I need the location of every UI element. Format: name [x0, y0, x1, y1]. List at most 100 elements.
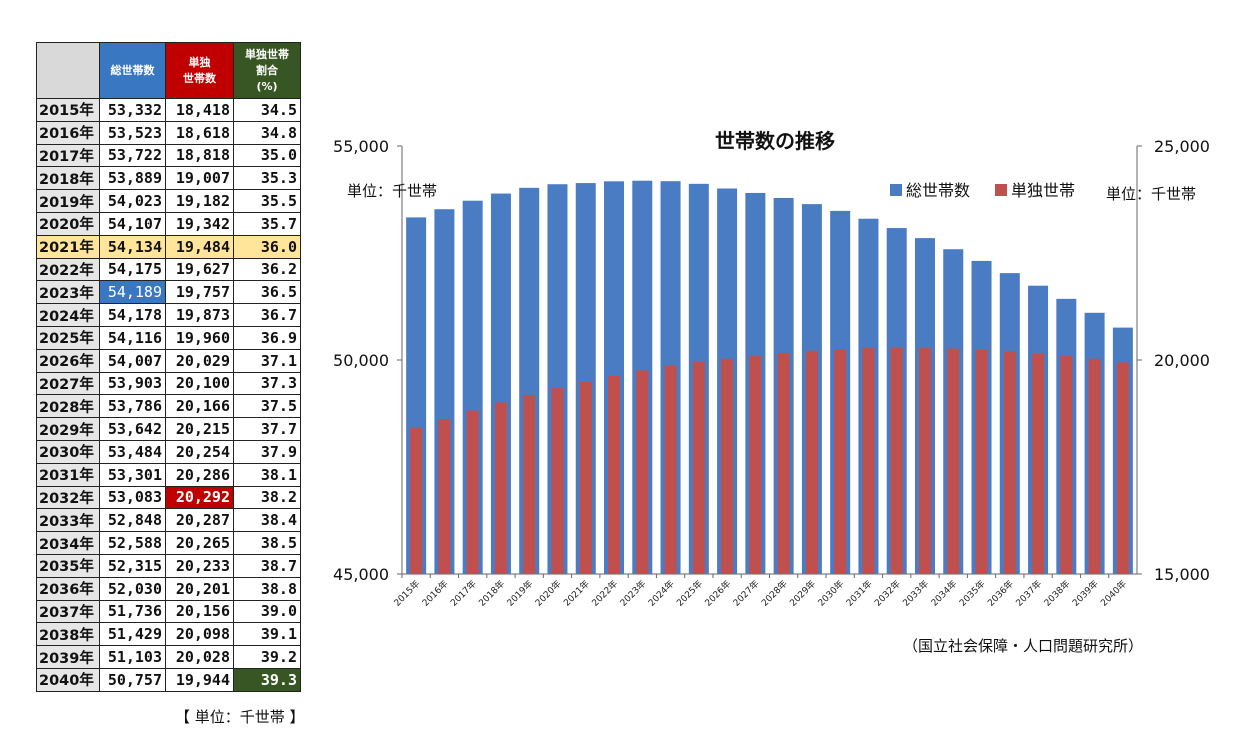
year-cell: 2024年: [36, 303, 100, 327]
bar-single: [636, 370, 649, 574]
table-row: 2034年 52,588 20,265 38.5: [36, 531, 301, 555]
year-cell: 2017年: [36, 143, 100, 168]
total-cell: 53,786: [99, 394, 166, 419]
x-tick-label: 2040年: [1098, 578, 1129, 609]
bar-single: [721, 358, 734, 574]
year-cell: 2029年: [36, 417, 100, 441]
header-single-households: 単独 世帯数: [165, 42, 234, 99]
x-axis-labels: 2015年2016年2017年2018年2019年2020年2021年2022年…: [391, 574, 1129, 609]
bar-single: [975, 350, 988, 574]
household-table: 総世帯数 単独 世帯数 単独世帯 割合 (%) 2015年 53,332 18,41…: [36, 42, 301, 692]
left-tick-label: 50,000: [333, 351, 389, 370]
total-cell: 54,175: [99, 257, 166, 282]
table-row: 2027年 53,903 20,100 37.3: [36, 371, 301, 396]
x-tick-label: 2026年: [702, 578, 733, 609]
total-cell: 53,484: [99, 439, 166, 464]
ratio-cell: 35.0: [233, 143, 301, 168]
total-cell: 53,722: [99, 143, 166, 168]
total-cell: 51,736: [99, 599, 166, 624]
table-row: 2016年 53,523 18,618 34.8: [36, 120, 301, 145]
bar-single: [805, 350, 818, 574]
table-row: 2039年 51,103 20,028 39.2: [36, 645, 301, 669]
table-row: 2037年 51,736 20,156 39.0: [36, 599, 301, 624]
year-cell: 2037年: [36, 599, 100, 624]
total-cell: 52,848: [99, 508, 166, 533]
year-cell: 2022年: [36, 257, 100, 282]
table-row: 2040年 50,757 19,944 39.3: [36, 667, 301, 692]
x-tick-label: 2016年: [419, 578, 450, 609]
single-cell: 20,201: [165, 576, 234, 601]
total-cell: 54,023: [99, 189, 166, 213]
ratio-cell: 38.4: [233, 508, 301, 533]
x-tick-label: 2032年: [872, 578, 903, 609]
header-total-households: 総世帯数: [99, 42, 166, 99]
bar-single: [692, 361, 705, 574]
table-row: 2017年 53,722 18,818 35.0: [36, 143, 301, 168]
x-tick-label: 2033年: [900, 578, 931, 609]
legend-swatch-total: [890, 184, 902, 196]
year-cell: 2016年: [36, 120, 100, 145]
bar-single: [1003, 351, 1016, 574]
total-cell: 50,757: [99, 667, 166, 692]
year-cell: 2033年: [36, 508, 100, 533]
ratio-cell: 34.5: [233, 98, 301, 122]
bar-single: [551, 388, 564, 574]
bar-single: [523, 395, 536, 574]
single-cell: 19,627: [165, 257, 234, 282]
bar-single: [608, 375, 621, 574]
table-row: 2026年 54,007 20,029 37.1: [36, 348, 301, 373]
year-cell: 2030年: [36, 439, 100, 464]
chart-title: 世帯数の推移: [715, 129, 835, 153]
year-cell: 2040年: [36, 667, 100, 692]
year-cell: 2021年: [36, 234, 100, 259]
bar-single: [579, 382, 592, 574]
year-cell: 2035年: [36, 553, 100, 578]
x-tick-label: 2037年: [1013, 578, 1044, 609]
header-ratio-line1: 単独世帯: [245, 47, 289, 61]
total-cell: 52,030: [99, 576, 166, 601]
total-cell: 54,189: [99, 280, 166, 305]
legend-label-total: 総世帯数: [906, 181, 970, 200]
left-tick-label: 55,000: [333, 137, 389, 156]
ratio-cell: 34.8: [233, 120, 301, 145]
single-cell: 20,098: [165, 622, 234, 647]
total-cell: 51,103: [99, 645, 166, 669]
header-single-line2: 世帯数: [183, 71, 216, 85]
year-cell: 2032年: [36, 485, 100, 510]
table-row: 2025年 54,116 19,960 36.9: [36, 325, 301, 350]
total-cell: 52,588: [99, 531, 166, 555]
x-tick-label: 2023年: [617, 578, 648, 609]
table-unit-note: 【 単位：千世帯 】: [175, 708, 305, 726]
table-row: 2029年 53,642 20,215 37.7: [36, 417, 301, 441]
ratio-cell: 39.3: [233, 667, 301, 692]
table-corner-cell: [36, 42, 100, 99]
ratio-cell: 39.2: [233, 645, 301, 669]
total-cell: 54,134: [99, 234, 166, 259]
ratio-cell: 37.3: [233, 371, 301, 396]
x-tick-label: 2031年: [844, 578, 875, 609]
x-tick-label: 2022年: [589, 578, 620, 609]
ratio-cell: 36.9: [233, 325, 301, 350]
x-tick-label: 2015年: [391, 578, 422, 609]
total-cell: 53,332: [99, 98, 166, 122]
table-row: 2036年 52,030 20,201 38.8: [36, 576, 301, 601]
ratio-cell: 37.1: [233, 348, 301, 373]
bar-single: [466, 410, 479, 574]
x-tick-label: 2018年: [476, 578, 507, 609]
x-tick-label: 2025年: [674, 578, 705, 609]
table-row: 2022年 54,175 19,627 36.2: [36, 257, 301, 282]
bar-single: [890, 347, 903, 574]
ratio-cell: 35.7: [233, 211, 301, 236]
x-tick-label: 2024年: [646, 578, 677, 609]
ratio-cell: 36.7: [233, 303, 301, 327]
bar-single: [410, 427, 423, 574]
ratio-cell: 36.2: [233, 257, 301, 282]
bar-single: [1116, 362, 1129, 574]
single-cell: 20,028: [165, 645, 234, 669]
single-cell: 18,618: [165, 120, 234, 145]
ratio-cell: 38.5: [233, 531, 301, 555]
total-cell: 54,178: [99, 303, 166, 327]
x-tick-label: 2029年: [787, 578, 818, 609]
ratio-cell: 38.8: [233, 576, 301, 601]
